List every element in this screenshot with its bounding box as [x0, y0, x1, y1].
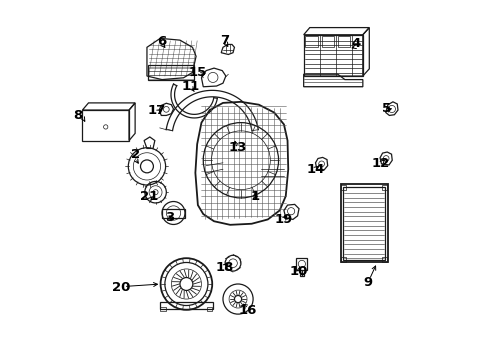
- Text: 4: 4: [350, 37, 360, 50]
- Text: 20: 20: [111, 281, 130, 294]
- Bar: [299, 274, 304, 276]
- Text: 19: 19: [274, 213, 292, 226]
- Bar: [206, 307, 212, 311]
- Text: 5: 5: [381, 102, 390, 115]
- Bar: [343, 187, 385, 260]
- Bar: [321, 36, 333, 47]
- Text: 12: 12: [371, 157, 389, 170]
- Text: 18: 18: [215, 261, 233, 274]
- Text: 17: 17: [147, 104, 165, 117]
- Text: 9: 9: [363, 276, 372, 289]
- Text: 2: 2: [130, 148, 140, 161]
- Bar: [340, 185, 346, 190]
- Text: 3: 3: [164, 211, 173, 224]
- Text: 7: 7: [220, 33, 229, 47]
- Bar: [303, 35, 362, 76]
- Text: 21: 21: [140, 190, 158, 203]
- Bar: [340, 257, 346, 262]
- Text: 13: 13: [228, 141, 246, 154]
- Bar: [381, 185, 386, 190]
- Bar: [381, 257, 386, 262]
- Bar: [305, 36, 317, 47]
- Text: 6: 6: [157, 35, 166, 49]
- Bar: [160, 307, 165, 311]
- Bar: [82, 110, 129, 140]
- Text: 10: 10: [288, 265, 307, 278]
- Text: 1: 1: [250, 190, 259, 203]
- Text: 8: 8: [73, 109, 82, 122]
- Text: 16: 16: [239, 305, 257, 318]
- Bar: [296, 258, 306, 270]
- Text: 11: 11: [181, 80, 200, 93]
- Text: 14: 14: [306, 163, 325, 176]
- Text: 15: 15: [188, 66, 206, 79]
- Bar: [340, 184, 387, 262]
- Bar: [337, 36, 349, 47]
